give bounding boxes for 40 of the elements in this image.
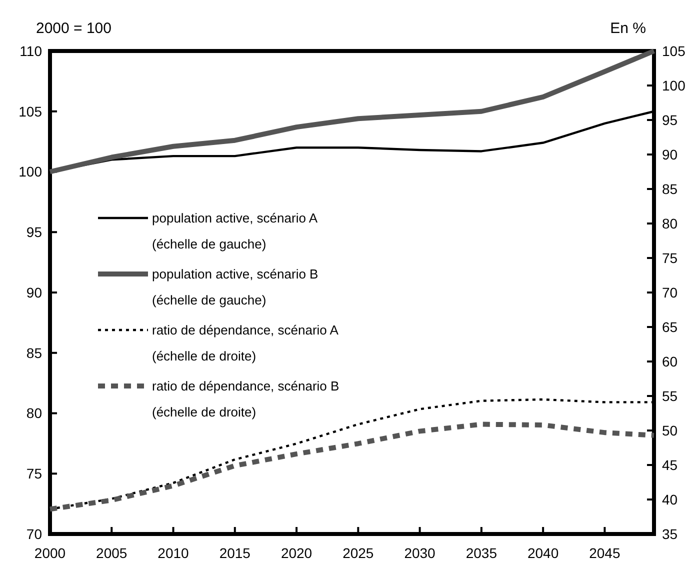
y2-axis-title: En %: [610, 20, 646, 37]
x-tick-label: 2005: [96, 545, 128, 561]
legend-label: ratio de dépendance, scénario A (échelle de droite): [152, 322, 339, 364]
y2-tick-label: 50: [662, 422, 678, 438]
x-tick-label: 2010: [158, 545, 190, 561]
y2-tick-label: 55: [662, 388, 678, 404]
y2-tick-label: 60: [662, 353, 678, 370]
y-tick-label: 100: [18, 164, 42, 180]
y2-tick-label: 65: [662, 318, 678, 335]
y-tick-label: 85: [26, 344, 42, 361]
y2-tick-label: 40: [662, 491, 678, 508]
y-tick-label: 70: [26, 526, 42, 542]
y2-tick-label: 45: [662, 456, 678, 473]
legend-label: ratio de dépendance, scénario B (échelle de droite): [152, 378, 340, 420]
y-axis-title: 2000 = 100: [36, 20, 112, 37]
y2-tick-label: 80: [662, 215, 678, 232]
y2-tick-label: 85: [662, 180, 678, 197]
y-tick-label: 105: [18, 103, 42, 120]
x-tick-label: 2030: [404, 545, 436, 561]
y2-tick-label: 105: [662, 42, 686, 59]
legend-label: population active, scénario A (échelle de gauche): [152, 210, 318, 252]
y2-tick-label: 35: [662, 526, 678, 542]
x-tick-label: 2040: [527, 545, 559, 561]
x-tick-label: 2020: [280, 545, 312, 561]
y-tick-label: 75: [26, 466, 42, 482]
legend-label: population active, scénario B (échelle de gauche): [152, 266, 318, 308]
x-tick-label: 2000: [34, 545, 66, 561]
y-tick-label: 90: [26, 284, 42, 300]
y2-tick-label: 90: [662, 146, 678, 162]
y2-tick-label: 75: [662, 250, 678, 266]
y2-tick-label: 100: [662, 77, 686, 94]
y-tick-label: 80: [26, 405, 42, 422]
y-tick-label: 110: [20, 42, 42, 59]
x-tick-label: 2045: [589, 545, 620, 561]
x-tick-label: 2035: [466, 545, 498, 561]
y-tick-label: 95: [26, 224, 42, 240]
y2-tick-label: 95: [662, 112, 678, 128]
x-tick-label: 2015: [219, 545, 251, 561]
x-tick-label: 2025: [342, 545, 374, 561]
y2-tick-label: 70: [662, 284, 678, 300]
